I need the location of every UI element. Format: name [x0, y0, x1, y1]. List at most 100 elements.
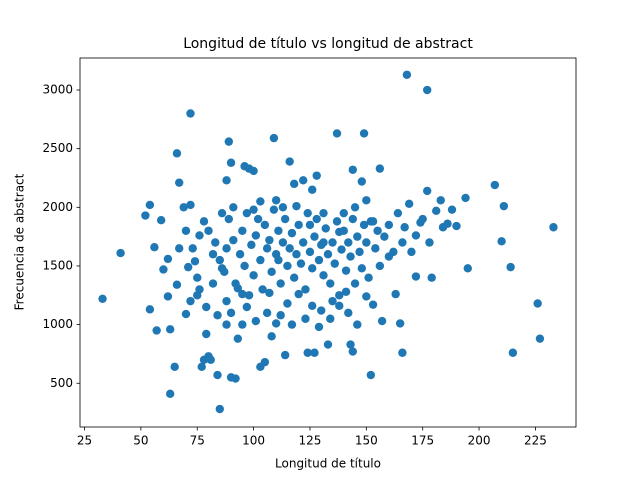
point: [395, 319, 405, 328]
point: [305, 247, 315, 257]
point: [337, 245, 346, 254]
axes-frame: [79, 57, 577, 428]
point: [348, 165, 357, 174]
point: [145, 200, 155, 210]
point: [204, 226, 213, 235]
point: [260, 357, 270, 367]
point: [253, 214, 263, 224]
point: [274, 226, 283, 235]
point: [404, 199, 414, 208]
point: [186, 200, 195, 210]
point: [186, 296, 195, 306]
point: [344, 308, 353, 318]
point: [402, 70, 412, 79]
point: [220, 267, 229, 277]
point: [398, 348, 407, 357]
point: [208, 250, 218, 259]
point: [299, 238, 308, 247]
point: [159, 265, 168, 274]
point: [235, 250, 245, 259]
point: [145, 305, 155, 314]
point: [368, 217, 378, 226]
point: [418, 214, 427, 224]
point: [323, 340, 333, 349]
point: [339, 208, 348, 218]
point: [533, 299, 542, 308]
point: [301, 285, 310, 294]
point: [350, 203, 360, 212]
point: [499, 201, 509, 211]
point: [283, 299, 292, 308]
point: [215, 404, 224, 414]
point: [116, 248, 125, 258]
point: [287, 320, 297, 329]
point: [312, 171, 321, 180]
point: [308, 185, 317, 194]
point: [346, 340, 355, 349]
point: [407, 247, 416, 257]
point: [344, 238, 353, 247]
y-tick-label: 500: [50, 376, 73, 390]
point: [423, 85, 432, 95]
point: [353, 320, 362, 329]
point: [350, 279, 360, 288]
point: [330, 259, 339, 268]
point: [199, 217, 209, 226]
point: [197, 362, 206, 372]
point: [359, 129, 369, 138]
point: [251, 316, 261, 326]
point: [362, 196, 371, 205]
point: [427, 273, 436, 282]
point: [195, 285, 204, 294]
point: [323, 250, 333, 259]
point: [206, 355, 215, 364]
point: [292, 201, 301, 211]
point: [224, 137, 233, 146]
point: [231, 374, 240, 383]
point: [265, 288, 274, 298]
point: [289, 273, 299, 282]
point: [314, 322, 324, 332]
point: [202, 329, 211, 339]
point: [242, 302, 252, 312]
point: [271, 319, 281, 328]
points: [98, 70, 558, 414]
point: [353, 232, 362, 241]
point: [172, 280, 182, 289]
point: [332, 129, 342, 138]
point: [175, 178, 184, 187]
point: [260, 220, 270, 230]
point: [181, 309, 191, 319]
point: [389, 247, 398, 257]
point: [98, 294, 107, 304]
point: [211, 238, 220, 247]
point: [377, 316, 387, 326]
x-tick-label: 100: [242, 434, 265, 448]
point: [380, 232, 389, 241]
point: [229, 235, 238, 245]
point: [317, 306, 326, 315]
point: [175, 244, 184, 253]
x-axis-label: Longitud de título: [275, 457, 381, 471]
point: [371, 244, 380, 253]
point: [195, 231, 204, 240]
point: [294, 289, 303, 299]
point: [226, 158, 236, 167]
point: [276, 279, 285, 288]
point: [184, 262, 193, 272]
point: [506, 262, 515, 272]
point: [267, 267, 276, 277]
point: [190, 257, 200, 266]
point: [152, 326, 161, 335]
point: [193, 273, 202, 282]
point: [285, 157, 294, 166]
point: [341, 266, 351, 275]
point: [163, 292, 173, 301]
point: [375, 261, 385, 271]
point: [339, 226, 348, 235]
point: [299, 176, 308, 185]
point: [310, 232, 319, 241]
point: [463, 264, 472, 273]
point: [240, 261, 249, 271]
point: [181, 226, 191, 235]
